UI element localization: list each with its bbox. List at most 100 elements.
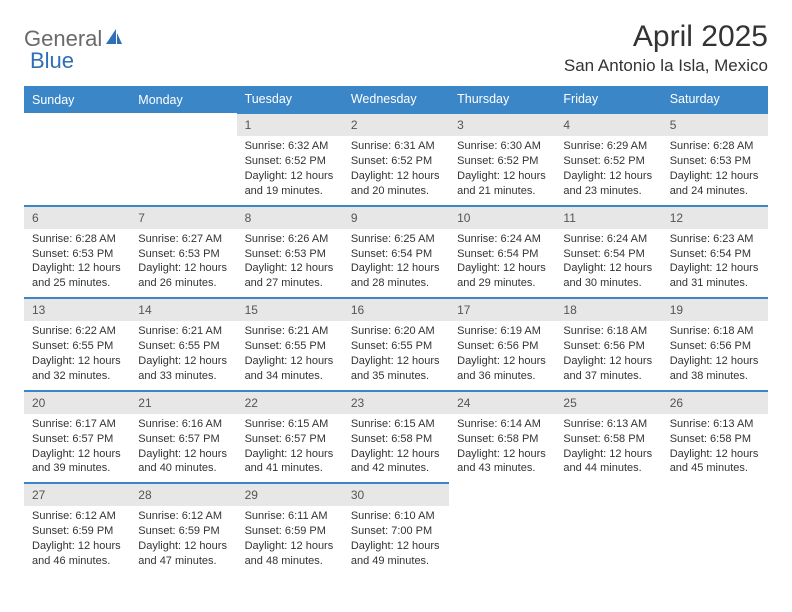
- daylight-text: and 49 minutes.: [351, 554, 441, 569]
- day-number: 4: [555, 114, 661, 136]
- daylight-text: Daylight: 12 hours: [245, 169, 335, 184]
- calendar-cell: 19Sunrise: 6:18 AMSunset: 6:56 PMDayligh…: [662, 298, 768, 391]
- page-title: April 2025: [564, 20, 768, 54]
- sunset-text: Sunset: 6:53 PM: [245, 247, 335, 262]
- day-header: Wednesday: [343, 86, 449, 113]
- daylight-text: Daylight: 12 hours: [351, 447, 441, 462]
- day-number: 6: [24, 207, 130, 229]
- header: General April 2025 San Antonio la Isla, …: [24, 20, 768, 76]
- calendar-cell: 21Sunrise: 6:16 AMSunset: 6:57 PMDayligh…: [130, 391, 236, 484]
- calendar-cell: 3Sunrise: 6:30 AMSunset: 6:52 PMDaylight…: [449, 113, 555, 206]
- daylight-text: and 48 minutes.: [245, 554, 335, 569]
- sunrise-text: Sunrise: 6:32 AM: [245, 139, 335, 154]
- sunset-text: Sunset: 6:58 PM: [351, 432, 441, 447]
- sunrise-text: Sunrise: 6:18 AM: [563, 324, 653, 339]
- sunrise-text: Sunrise: 6:12 AM: [138, 509, 228, 524]
- sunset-text: Sunset: 7:00 PM: [351, 524, 441, 539]
- calendar-cell: [449, 483, 555, 575]
- sunrise-text: Sunrise: 6:29 AM: [563, 139, 653, 154]
- header-right: April 2025 San Antonio la Isla, Mexico: [564, 20, 768, 76]
- day-number: 11: [555, 207, 661, 229]
- daylight-text: and 27 minutes.: [245, 276, 335, 291]
- daylight-text: and 21 minutes.: [457, 184, 547, 199]
- calendar-cell: 18Sunrise: 6:18 AMSunset: 6:56 PMDayligh…: [555, 298, 661, 391]
- calendar-cell: 9Sunrise: 6:25 AMSunset: 6:54 PMDaylight…: [343, 206, 449, 299]
- day-number: 15: [237, 299, 343, 321]
- calendar-cell: 14Sunrise: 6:21 AMSunset: 6:55 PMDayligh…: [130, 298, 236, 391]
- sunrise-text: Sunrise: 6:20 AM: [351, 324, 441, 339]
- day-body: Sunrise: 6:23 AMSunset: 6:54 PMDaylight:…: [662, 229, 768, 297]
- day-body: Sunrise: 6:27 AMSunset: 6:53 PMDaylight:…: [130, 229, 236, 297]
- daylight-text: Daylight: 12 hours: [32, 354, 122, 369]
- calendar-cell: 30Sunrise: 6:10 AMSunset: 7:00 PMDayligh…: [343, 483, 449, 575]
- day-header: Saturday: [662, 86, 768, 113]
- day-number: 20: [24, 392, 130, 414]
- sunset-text: Sunset: 6:54 PM: [457, 247, 547, 262]
- day-body: Sunrise: 6:10 AMSunset: 7:00 PMDaylight:…: [343, 506, 449, 574]
- sunrise-text: Sunrise: 6:27 AM: [138, 232, 228, 247]
- sunrise-text: Sunrise: 6:14 AM: [457, 417, 547, 432]
- sunset-text: Sunset: 6:56 PM: [563, 339, 653, 354]
- day-number: 3: [449, 114, 555, 136]
- calendar-cell: 27Sunrise: 6:12 AMSunset: 6:59 PMDayligh…: [24, 483, 130, 575]
- calendar-cell: 2Sunrise: 6:31 AMSunset: 6:52 PMDaylight…: [343, 113, 449, 206]
- day-body: Sunrise: 6:12 AMSunset: 6:59 PMDaylight:…: [24, 506, 130, 574]
- day-number: 22: [237, 392, 343, 414]
- daylight-text: Daylight: 12 hours: [670, 354, 760, 369]
- calendar-cell: 11Sunrise: 6:24 AMSunset: 6:54 PMDayligh…: [555, 206, 661, 299]
- day-number: 14: [130, 299, 236, 321]
- day-body: Sunrise: 6:12 AMSunset: 6:59 PMDaylight:…: [130, 506, 236, 574]
- sunrise-text: Sunrise: 6:11 AM: [245, 509, 335, 524]
- day-body: Sunrise: 6:31 AMSunset: 6:52 PMDaylight:…: [343, 136, 449, 204]
- calendar-cell: 12Sunrise: 6:23 AMSunset: 6:54 PMDayligh…: [662, 206, 768, 299]
- daylight-text: Daylight: 12 hours: [670, 447, 760, 462]
- calendar-cell: 28Sunrise: 6:12 AMSunset: 6:59 PMDayligh…: [130, 483, 236, 575]
- day-number: 24: [449, 392, 555, 414]
- calendar-cell: 22Sunrise: 6:15 AMSunset: 6:57 PMDayligh…: [237, 391, 343, 484]
- day-body: Sunrise: 6:18 AMSunset: 6:56 PMDaylight:…: [662, 321, 768, 389]
- day-header: Monday: [130, 86, 236, 113]
- day-number: 13: [24, 299, 130, 321]
- day-number: 18: [555, 299, 661, 321]
- calendar-cell: 26Sunrise: 6:13 AMSunset: 6:58 PMDayligh…: [662, 391, 768, 484]
- day-number: 9: [343, 207, 449, 229]
- sunset-text: Sunset: 6:57 PM: [245, 432, 335, 447]
- day-number: 23: [343, 392, 449, 414]
- calendar-week-row: 13Sunrise: 6:22 AMSunset: 6:55 PMDayligh…: [24, 298, 768, 391]
- sunrise-text: Sunrise: 6:23 AM: [670, 232, 760, 247]
- sunrise-text: Sunrise: 6:13 AM: [563, 417, 653, 432]
- calendar-cell: 23Sunrise: 6:15 AMSunset: 6:58 PMDayligh…: [343, 391, 449, 484]
- day-body: Sunrise: 6:15 AMSunset: 6:58 PMDaylight:…: [343, 414, 449, 482]
- day-number: 7: [130, 207, 236, 229]
- day-body: Sunrise: 6:20 AMSunset: 6:55 PMDaylight:…: [343, 321, 449, 389]
- daylight-text: Daylight: 12 hours: [138, 261, 228, 276]
- daylight-text: and 37 minutes.: [563, 369, 653, 384]
- sunrise-text: Sunrise: 6:31 AM: [351, 139, 441, 154]
- daylight-text: and 33 minutes.: [138, 369, 228, 384]
- daylight-text: Daylight: 12 hours: [351, 261, 441, 276]
- location-subtitle: San Antonio la Isla, Mexico: [564, 56, 768, 76]
- calendar-week-row: 20Sunrise: 6:17 AMSunset: 6:57 PMDayligh…: [24, 391, 768, 484]
- daylight-text: Daylight: 12 hours: [670, 169, 760, 184]
- day-body: Sunrise: 6:13 AMSunset: 6:58 PMDaylight:…: [555, 414, 661, 482]
- sunset-text: Sunset: 6:58 PM: [563, 432, 653, 447]
- sunrise-text: Sunrise: 6:21 AM: [138, 324, 228, 339]
- sunset-text: Sunset: 6:57 PM: [138, 432, 228, 447]
- daylight-text: and 29 minutes.: [457, 276, 547, 291]
- day-body: Sunrise: 6:28 AMSunset: 6:53 PMDaylight:…: [24, 229, 130, 297]
- daylight-text: Daylight: 12 hours: [32, 539, 122, 554]
- sail-icon: [104, 27, 124, 52]
- sunset-text: Sunset: 6:53 PM: [32, 247, 122, 262]
- daylight-text: and 44 minutes.: [563, 461, 653, 476]
- sunset-text: Sunset: 6:52 PM: [563, 154, 653, 169]
- daylight-text: Daylight: 12 hours: [563, 447, 653, 462]
- day-body: Sunrise: 6:14 AMSunset: 6:58 PMDaylight:…: [449, 414, 555, 482]
- sunset-text: Sunset: 6:52 PM: [457, 154, 547, 169]
- daylight-text: Daylight: 12 hours: [351, 169, 441, 184]
- calendar-cell: 24Sunrise: 6:14 AMSunset: 6:58 PMDayligh…: [449, 391, 555, 484]
- day-header: Tuesday: [237, 86, 343, 113]
- sunset-text: Sunset: 6:55 PM: [32, 339, 122, 354]
- daylight-text: and 26 minutes.: [138, 276, 228, 291]
- day-body: Sunrise: 6:26 AMSunset: 6:53 PMDaylight:…: [237, 229, 343, 297]
- daylight-text: Daylight: 12 hours: [138, 447, 228, 462]
